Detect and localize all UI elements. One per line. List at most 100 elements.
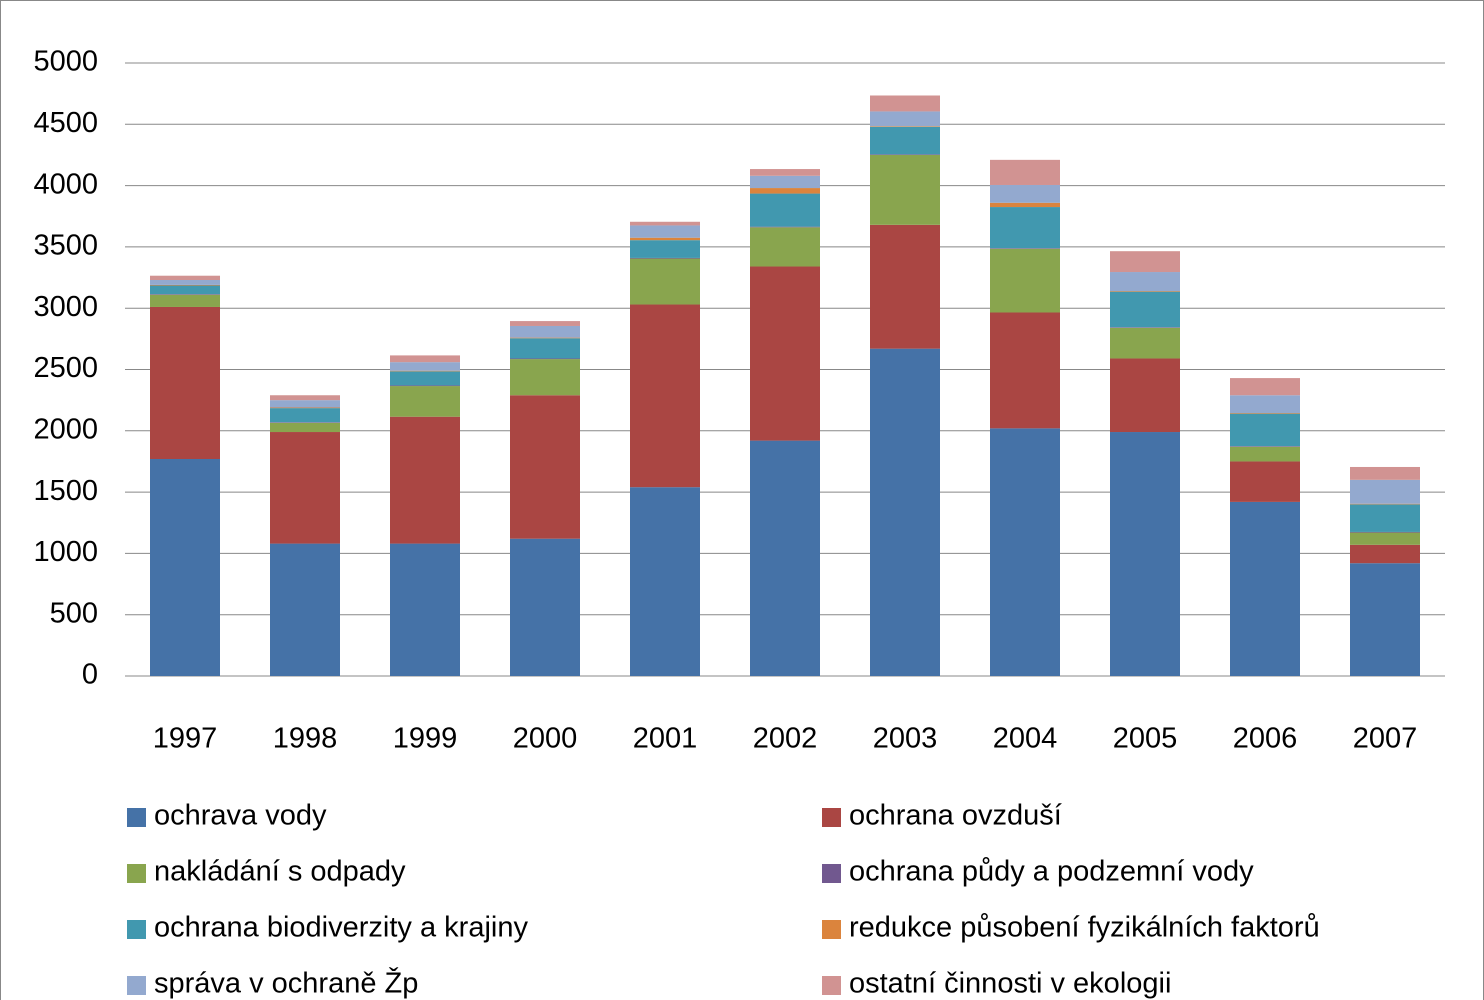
legend-label: ochrana půdy a podzemní vody xyxy=(849,856,1254,888)
bar-segment xyxy=(870,224,940,349)
bar-segment xyxy=(870,126,940,127)
bar-segment xyxy=(990,202,1060,208)
y-tick-label: 1000 xyxy=(33,536,98,568)
legend-label: nakládání s odpady xyxy=(154,856,406,888)
bar-segment xyxy=(750,169,820,176)
x-tick-label: 2007 xyxy=(1353,723,1418,755)
bar-segment xyxy=(390,386,460,417)
bar-segment xyxy=(750,226,820,228)
bar-segment xyxy=(870,111,940,127)
bar-segment xyxy=(1350,532,1420,545)
y-tick-label: 3500 xyxy=(33,230,98,262)
x-tick-label: 2006 xyxy=(1233,723,1298,755)
bar-segment xyxy=(750,188,820,194)
bar-segment xyxy=(390,371,460,386)
bar-segment xyxy=(1230,413,1300,447)
bar-segment xyxy=(270,422,340,433)
bar-segment xyxy=(270,543,340,676)
bar-segment xyxy=(390,362,460,371)
bar-segment xyxy=(1230,461,1300,502)
bar-segment xyxy=(510,338,580,359)
bar-segment xyxy=(1230,501,1300,676)
bar-segment xyxy=(150,294,220,307)
legend-label: ochrana biodiverzity a krajiny xyxy=(154,912,528,944)
bar-segment xyxy=(990,184,1060,203)
legend-swatch xyxy=(822,808,841,827)
bar-segment xyxy=(1350,503,1420,505)
x-tick-label: 2004 xyxy=(993,723,1058,755)
x-tick-label: 1998 xyxy=(273,723,338,755)
bar-segment xyxy=(630,304,700,488)
legend-swatch xyxy=(822,864,841,883)
bar-segment xyxy=(270,432,340,544)
legend-swatch xyxy=(127,808,146,827)
y-tick-label: 500 xyxy=(50,597,98,629)
bar-segment xyxy=(630,225,700,238)
bar-segment xyxy=(630,240,700,258)
bar-segment xyxy=(870,154,940,225)
bar-segment xyxy=(150,284,220,286)
legend-label: ostatní činnosti v ekologii xyxy=(849,968,1171,1000)
bar-segment xyxy=(1350,531,1420,533)
y-tick-label: 4500 xyxy=(33,107,98,139)
legend-label: redukce působení fyzikálních faktorů xyxy=(849,912,1320,944)
bar-segment xyxy=(1110,291,1180,292)
bar-segment xyxy=(630,258,700,305)
bar-segment xyxy=(990,159,1060,185)
bar-segment xyxy=(390,355,460,363)
y-tick-label: 2500 xyxy=(33,352,98,384)
bar-segment xyxy=(1350,544,1420,564)
bar-segment xyxy=(510,337,580,339)
bar-segment xyxy=(270,400,340,408)
bar-segment xyxy=(630,487,700,676)
legend-swatch xyxy=(127,864,146,883)
bar-segment xyxy=(870,154,940,155)
bar-segment xyxy=(630,221,700,226)
bar-segment xyxy=(510,358,580,360)
bar-segment xyxy=(1350,466,1420,480)
bar-segment xyxy=(150,458,220,676)
bar-segment xyxy=(1110,358,1180,433)
x-tick-label: 2003 xyxy=(873,723,938,755)
bar-segment xyxy=(1230,446,1300,462)
bar-segment xyxy=(990,207,1060,249)
x-tick-label: 2001 xyxy=(633,723,698,755)
bar-segment xyxy=(1110,327,1180,359)
x-tick-label: 2002 xyxy=(753,723,818,755)
bar-segment xyxy=(630,237,700,241)
bar-segment xyxy=(990,248,1060,249)
bar-segment xyxy=(510,321,580,326)
bar-segment xyxy=(750,193,820,227)
bar-segment xyxy=(870,348,940,676)
legend-label: správa v ochraně Žp xyxy=(154,967,418,1000)
bar-segment xyxy=(990,248,1060,313)
bar-segment xyxy=(150,285,220,295)
bar-segment xyxy=(990,428,1060,676)
bar-segment xyxy=(510,538,580,676)
bar-segment xyxy=(150,306,220,459)
y-tick-label: 5000 xyxy=(33,46,98,78)
y-tick-label: 2000 xyxy=(33,413,98,445)
bar-segment xyxy=(990,312,1060,429)
bar-segment xyxy=(150,275,220,281)
bar-segment xyxy=(510,325,580,338)
bar-segment xyxy=(1110,251,1180,273)
bar-segment xyxy=(870,126,940,155)
bar-segment xyxy=(150,280,220,285)
bar-segment xyxy=(1230,395,1300,414)
bar-segment xyxy=(270,408,340,423)
y-tick-label: 1500 xyxy=(33,475,98,507)
bar-segment xyxy=(1230,413,1300,414)
bar-segment xyxy=(750,175,820,189)
bar-segment xyxy=(510,359,580,396)
x-tick-label: 1999 xyxy=(393,723,458,755)
legend-swatch xyxy=(822,920,841,939)
bar-segment xyxy=(390,543,460,676)
bar-segment xyxy=(750,440,820,676)
y-tick-label: 3000 xyxy=(33,291,98,323)
bar-segment xyxy=(630,257,700,259)
legend-swatch xyxy=(127,920,146,939)
bar-segment xyxy=(1350,504,1420,532)
bar-segment xyxy=(390,385,460,387)
bar-segment xyxy=(270,395,340,401)
